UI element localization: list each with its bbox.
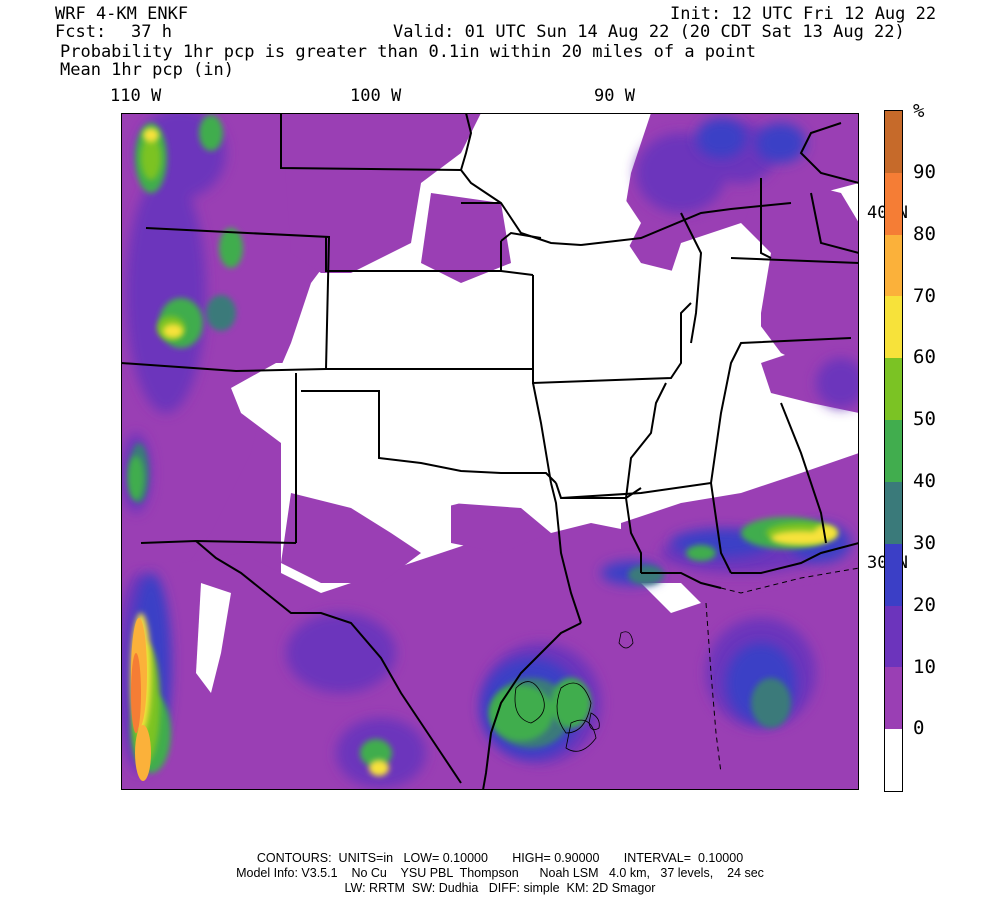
colorbar-segment [885, 296, 902, 359]
colorbar-unit: % [913, 100, 925, 122]
colorbar-segment [885, 234, 902, 297]
offshore-boundaries [705, 567, 859, 774]
colorbar-label: 80 [913, 222, 936, 245]
init-time: Init: 12 UTC Fri 12 Aug 22 [670, 4, 937, 24]
field-description: Probability 1hr pcp is greater than 0.1i… [60, 42, 756, 62]
colorbar-label: 90 [913, 161, 936, 183]
colorbar-label: 10 [913, 655, 936, 678]
forecast-hour: 37 h [131, 22, 172, 42]
colorbar-label: 30 [913, 531, 936, 554]
lon-label-100w: 100 W [350, 86, 402, 106]
state-boundaries [121, 113, 859, 790]
colorbar-label: 60 [913, 346, 936, 369]
colorbar-segment [885, 172, 902, 235]
colorbar-segment [885, 605, 902, 668]
prob-field-zero [196, 113, 811, 693]
colorbar-segment [885, 667, 902, 730]
forecast-label: Fcst: [55, 22, 107, 42]
physics-info: LW: RRTM SW: Dudhia DIFF: simple KM: 2D … [344, 881, 656, 895]
prob-field-80 [131, 653, 141, 733]
lon-label-110w: 110 W [110, 86, 162, 106]
mean-precip-contours [514, 631, 634, 752]
colorbar-segment [885, 543, 902, 606]
colorbar-segment [885, 481, 902, 544]
colorbar-label: 0 [913, 717, 925, 740]
valid-time: Valid: 01 UTC Sun 14 Aug 22 (20 CDT Sat … [393, 22, 905, 42]
model-info: Model Info: V3.5.1 No Cu YSU PBL Thompso… [236, 866, 764, 880]
colorbar-label: 50 [913, 408, 936, 431]
contour-info: CONTOURS: UNITS=in LOW= 0.10000 HIGH= 0.… [256, 851, 744, 865]
colorbar-segment [885, 111, 902, 173]
colorbar-segment [885, 358, 902, 421]
colorbar-label: 70 [913, 284, 936, 307]
colorbar-segment [885, 420, 902, 482]
precip-probability-map [121, 113, 859, 790]
colorbar [884, 110, 903, 792]
contour-description: Mean 1hr pcp (in) [60, 60, 234, 80]
colorbar-label: 40 [913, 470, 936, 493]
lon-label-90w: 90 W [594, 86, 635, 106]
colorbar-segment [885, 729, 902, 791]
colorbar-label: 20 [913, 593, 936, 616]
model-title: WRF 4-KM ENKF [55, 4, 189, 24]
